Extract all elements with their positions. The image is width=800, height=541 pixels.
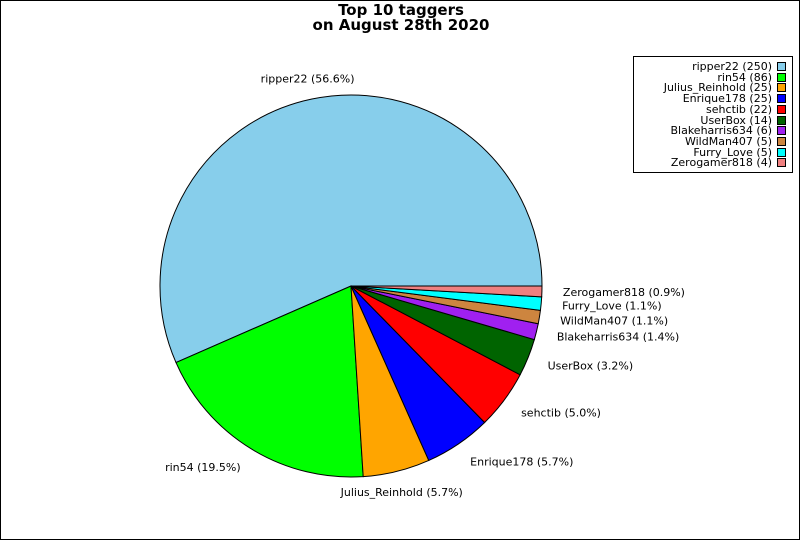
legend-label: UserBox (14) xyxy=(700,113,772,127)
slice-label: Julius_Reinhold (5.7%) xyxy=(340,486,463,499)
legend-label: ripper22 (250) xyxy=(692,60,772,73)
legend-label: WildMan407 (5) xyxy=(684,134,772,148)
chart-subtitle: on August 28th 2020 xyxy=(312,16,490,34)
legend-swatch xyxy=(777,62,786,71)
legend-label: Furry_Love (5) xyxy=(693,145,772,159)
legend-label: Julius_Reinhold (25) xyxy=(663,81,772,95)
legend-swatch xyxy=(777,115,786,125)
legend-swatch xyxy=(777,83,786,93)
legend-item: Furry_Love (5) xyxy=(693,147,786,158)
pie-slice-zerogamer818 xyxy=(350,285,543,298)
pie-slice-ripper22 xyxy=(159,94,543,364)
legend-item: UserBox (14) xyxy=(700,115,786,126)
legend-item: Julius_Reinhold (25) xyxy=(664,82,786,93)
legend-label: Blakeharris634 (6) xyxy=(670,124,772,138)
pie-slice-rin54 xyxy=(175,285,364,478)
legend-item: Blakeharris634 (6) xyxy=(670,125,786,136)
legend-label: Enrique178 (25) xyxy=(682,92,772,106)
legend-swatch xyxy=(777,104,786,114)
legend-item: rin54 (86) xyxy=(717,72,786,83)
slice-label: Furry_Love (1.1%) xyxy=(562,300,662,313)
legend-swatch xyxy=(777,72,786,82)
legend-swatch xyxy=(777,147,786,157)
slice-label: ripper22 (56.6%) xyxy=(261,72,355,85)
slice-label: sehctib (5.0%) xyxy=(521,407,601,420)
legend-item: Zerogamer818 (4) xyxy=(671,157,786,168)
chart-title: Top 10 taggers xyxy=(338,1,464,19)
slice-label: Zerogamer818 (0.9%) xyxy=(563,286,685,299)
legend-item: Enrique178 (25) xyxy=(683,93,786,104)
legend-item: ripper22 (250) xyxy=(692,61,786,72)
slice-label: Blakeharris634 (1.4%) xyxy=(557,331,679,344)
legend-label: sehctib (22) xyxy=(706,102,772,116)
slice-label: Enrique178 (5.7%) xyxy=(470,455,573,468)
slice-label: UserBox (3.2%) xyxy=(548,359,634,372)
chart-title-block: Top 10 taggers on August 28th 2020 xyxy=(1,3,800,33)
legend-swatch xyxy=(777,126,786,136)
slice-label: WildMan407 (1.1%) xyxy=(560,315,668,328)
legend-item: sehctib (22) xyxy=(706,104,786,115)
legend-swatch xyxy=(777,94,786,104)
legend-swatch xyxy=(777,158,786,168)
legend-item: WildMan407 (5) xyxy=(685,136,786,147)
chart-legend: ripper22 (250) rin54 (86) Julius_Reinhold … xyxy=(633,56,793,173)
legend-label: Zerogamer818 (4) xyxy=(670,156,772,170)
legend-label: rin54 (86) xyxy=(717,70,772,84)
slice-label: rin54 (19.5%) xyxy=(165,461,241,474)
legend-swatch xyxy=(777,136,786,146)
